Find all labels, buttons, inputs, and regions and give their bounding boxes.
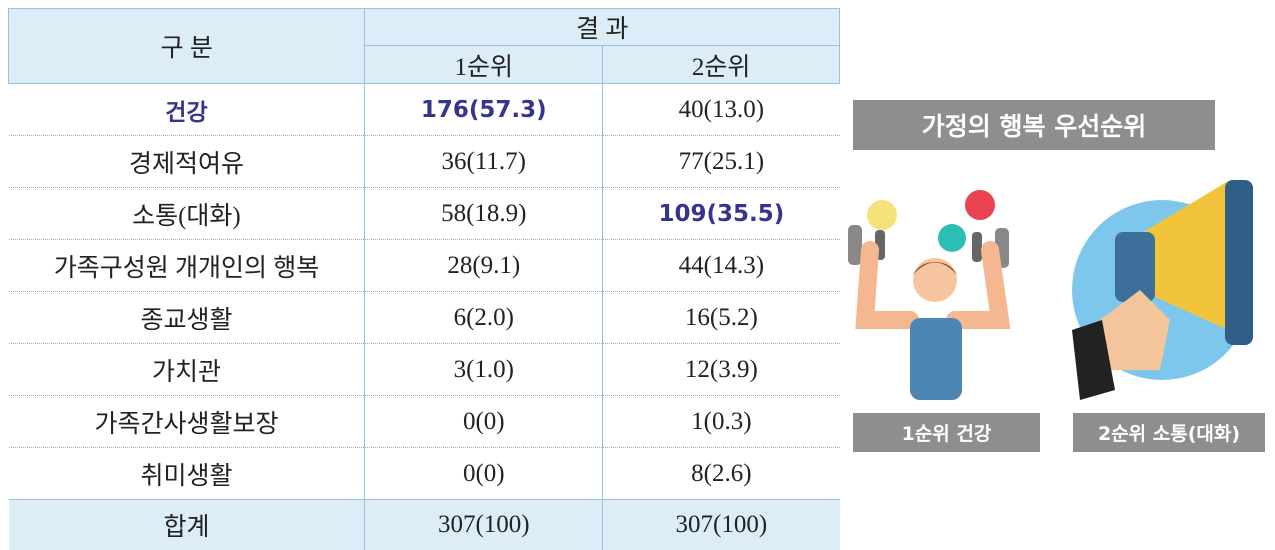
communication-illustration xyxy=(1072,180,1253,400)
cell: 40(13.0) xyxy=(603,84,840,136)
total-cell: 307(100) xyxy=(603,500,840,550)
caption: 2순위 소통(대화) xyxy=(1073,413,1265,452)
cell: 가치관 xyxy=(9,344,365,396)
header-cell: 1순위 xyxy=(365,46,603,84)
cell: 가족구성원 개개인의 행복 xyxy=(9,240,365,292)
cell: 건강 xyxy=(9,84,365,136)
panel-title: 가정의 행복 우선순위 xyxy=(853,100,1215,150)
cell: 58(18.9) xyxy=(365,188,603,240)
cell: 109(35.5) xyxy=(603,188,840,240)
cell: 8(2.6) xyxy=(603,448,840,500)
health-illustration xyxy=(848,190,1009,400)
cell: 77(25.1) xyxy=(603,136,840,188)
cell: 0(0) xyxy=(365,396,603,448)
total-cell: 합계 xyxy=(9,500,365,550)
cell: 44(14.3) xyxy=(603,240,840,292)
header-cell: 2순위 xyxy=(603,46,840,84)
cell: 0(0) xyxy=(365,448,603,500)
cell: 종교생활 xyxy=(9,292,365,344)
cell: 176(57.3) xyxy=(365,84,603,136)
header-cell: 구 분 xyxy=(9,9,365,84)
cell: 3(1.0) xyxy=(365,344,603,396)
cell: 6(2.0) xyxy=(365,292,603,344)
illustrations xyxy=(840,170,1270,410)
cell: 소통(대화) xyxy=(9,188,365,240)
cell: 12(3.9) xyxy=(603,344,840,396)
cell: 1(0.3) xyxy=(603,396,840,448)
cell: 36(11.7) xyxy=(365,136,603,188)
page: 구 분결 과 1순위2순위 건강176(57.3)40(13.0) 경제적여유3… xyxy=(0,0,1275,546)
cell: 28(9.1) xyxy=(365,240,603,292)
header-cell: 결 과 xyxy=(365,9,840,46)
caption: 1순위 건강 xyxy=(853,413,1040,452)
cell: 경제적여유 xyxy=(9,136,365,188)
cell: 취미생활 xyxy=(9,448,365,500)
cell: 16(5.2) xyxy=(603,292,840,344)
total-cell: 307(100) xyxy=(365,500,603,550)
cell: 가족간사생활보장 xyxy=(9,396,365,448)
